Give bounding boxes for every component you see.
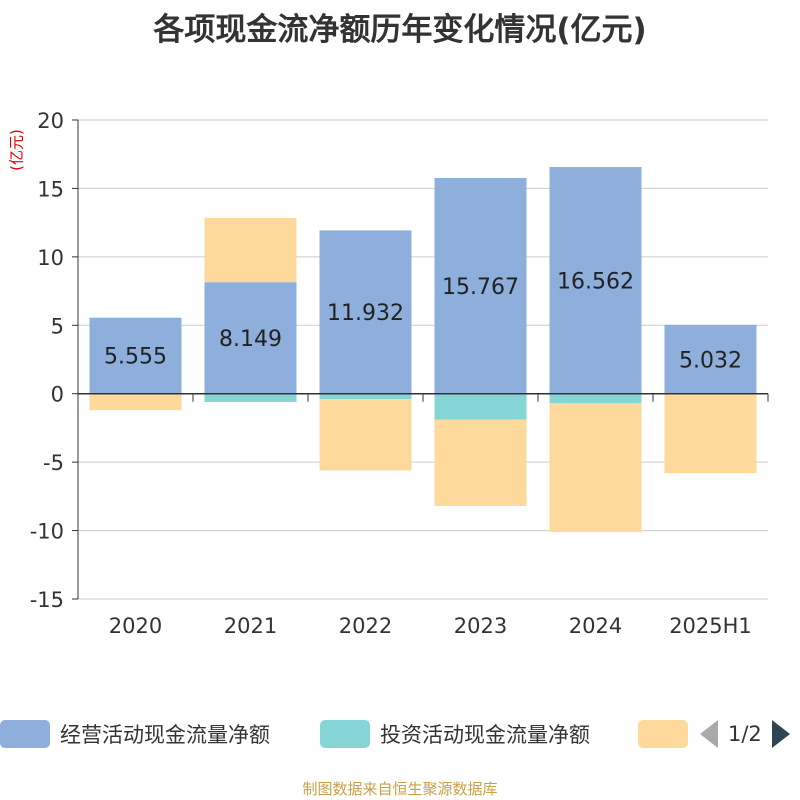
bar-series2-2022 xyxy=(319,399,412,471)
x-tick-label: 2025H1 xyxy=(669,614,752,638)
data-label: 16.562 xyxy=(557,269,634,294)
legend-label-operating: 经营活动现金流量净额 xyxy=(60,723,270,747)
y-tick-label: 0 xyxy=(51,383,64,407)
bar-series2-2025H1 xyxy=(664,393,757,474)
x-tick-label: 2023 xyxy=(454,614,507,638)
bar-series1-2023 xyxy=(434,393,527,420)
bar-series0-2023 xyxy=(434,177,527,394)
legend-item-financing[interactable] xyxy=(638,716,688,752)
x-tick-label: 2021 xyxy=(224,614,277,638)
bar-series2-2020 xyxy=(89,393,182,411)
bar-series2-2024 xyxy=(549,403,642,532)
y-tick-label: 20 xyxy=(37,109,64,133)
y-tick-label: -15 xyxy=(30,588,64,612)
data-label: 15.767 xyxy=(442,275,519,300)
legend-label-investing: 投资活动现金流量净额 xyxy=(380,723,590,747)
y-tick-label: 5 xyxy=(51,314,64,338)
y-tick-label: 15 xyxy=(37,177,64,201)
legend-prev-page-icon[interactable] xyxy=(700,720,718,748)
bar-series0-2020 xyxy=(89,317,182,394)
data-label: 5.032 xyxy=(679,348,742,373)
legend-item-operating[interactable]: 经营活动现金流量净额 xyxy=(0,716,270,752)
legend-swatch-third xyxy=(638,720,688,748)
y-tick-label: -10 xyxy=(30,520,64,544)
y-tick-label: 10 xyxy=(37,246,64,270)
legend: 经营活动现金流量净额 投资活动现金流量净额 1/2 xyxy=(0,716,800,752)
legend-item-investing[interactable]: 投资活动现金流量净额 xyxy=(320,716,590,752)
bar-series0-2021 xyxy=(204,282,297,394)
bar-series0-2024 xyxy=(549,167,642,394)
x-tick-label: 2024 xyxy=(569,614,622,638)
bar-series1-2024 xyxy=(549,393,642,404)
legend-pager: 1/2 xyxy=(700,716,790,752)
legend-next-page-icon[interactable] xyxy=(771,720,790,748)
bar-series1-2022 xyxy=(319,393,412,400)
data-source-note: 制图数据来自恒生聚源数据库 xyxy=(302,780,498,798)
data-label: 5.555 xyxy=(104,345,167,370)
bar-series1-2021 xyxy=(204,393,297,402)
x-tick-label: 2022 xyxy=(339,614,392,638)
chart-plot: 20 15 10 5 0 -5 -10 -15 2020 2021 2022 2023 2024 2025… xyxy=(30,109,769,638)
y-tick-label: -5 xyxy=(43,451,64,475)
bar-series2-2023 xyxy=(434,419,527,506)
data-label: 8.149 xyxy=(219,327,282,352)
bar-series2-2021 xyxy=(204,217,297,283)
chart-title: 各项现金流净额历年变化情况(亿元) xyxy=(153,12,647,48)
legend-swatch-operating xyxy=(0,720,50,748)
bar-series0-2025H1 xyxy=(664,324,757,394)
data-label: 11.932 xyxy=(327,301,404,326)
bar-series0-2022 xyxy=(319,230,412,394)
legend-page-indicator: 1/2 xyxy=(728,722,762,746)
legend-swatch-investing xyxy=(320,720,370,748)
x-tick-label: 2020 xyxy=(109,614,162,638)
